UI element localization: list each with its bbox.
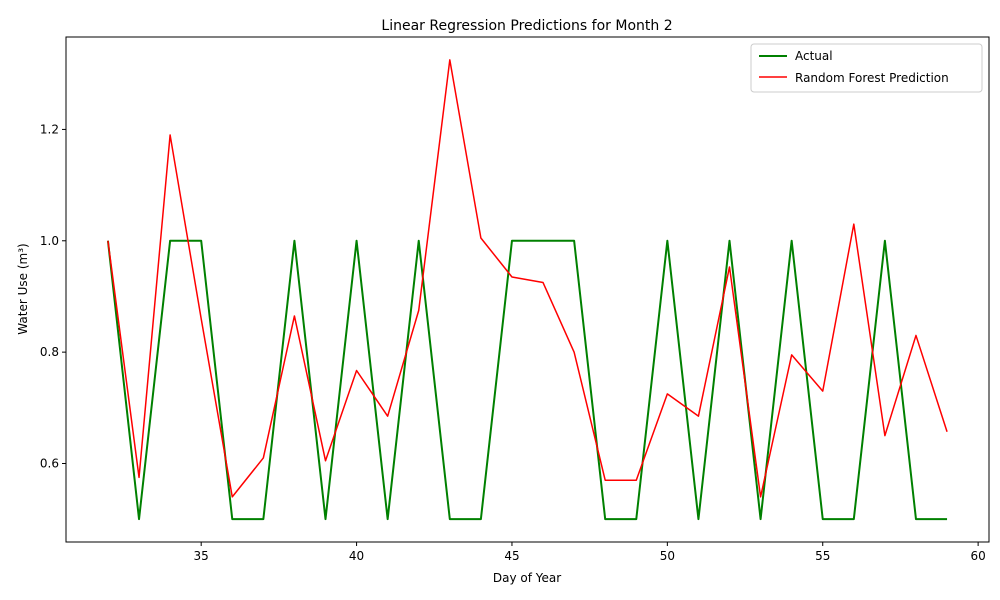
- legend-box: [750, 43, 983, 93]
- y-tick-label: 1.2: [40, 122, 59, 136]
- y-tick-label: 0.8: [40, 345, 59, 359]
- y-tick-label: 1.0: [40, 234, 59, 248]
- x-axis-label: Day of Year: [493, 571, 561, 585]
- y-tick-label: 0.6: [40, 456, 59, 470]
- y-axis-ticks: 0.6 0.8 1.0 1.2: [40, 122, 66, 470]
- y-axis-label: Water Use (m³): [16, 243, 30, 334]
- legend: Actual Random Forest Prediction: [750, 43, 983, 93]
- series-line-actual: [106, 239, 948, 521]
- plot-frame: [65, 36, 990, 543]
- x-tick-label: 40: [349, 549, 364, 563]
- x-tick-label: 45: [504, 549, 519, 563]
- x-tick-label: 55: [815, 549, 830, 563]
- x-tick-label: 35: [194, 549, 209, 563]
- legend-label-actual: Actual: [795, 49, 833, 63]
- x-tick-label: 60: [970, 549, 985, 563]
- series-line-prediction: [107, 59, 948, 498]
- x-axis-ticks: 35 40 45 50 55 60: [194, 542, 986, 563]
- x-tick-label: 50: [660, 549, 675, 563]
- legend-label-prediction: Random Forest Prediction: [795, 71, 949, 85]
- series-layer: [106, 59, 948, 521]
- chart-title: Linear Regression Predictions for Month …: [381, 18, 672, 34]
